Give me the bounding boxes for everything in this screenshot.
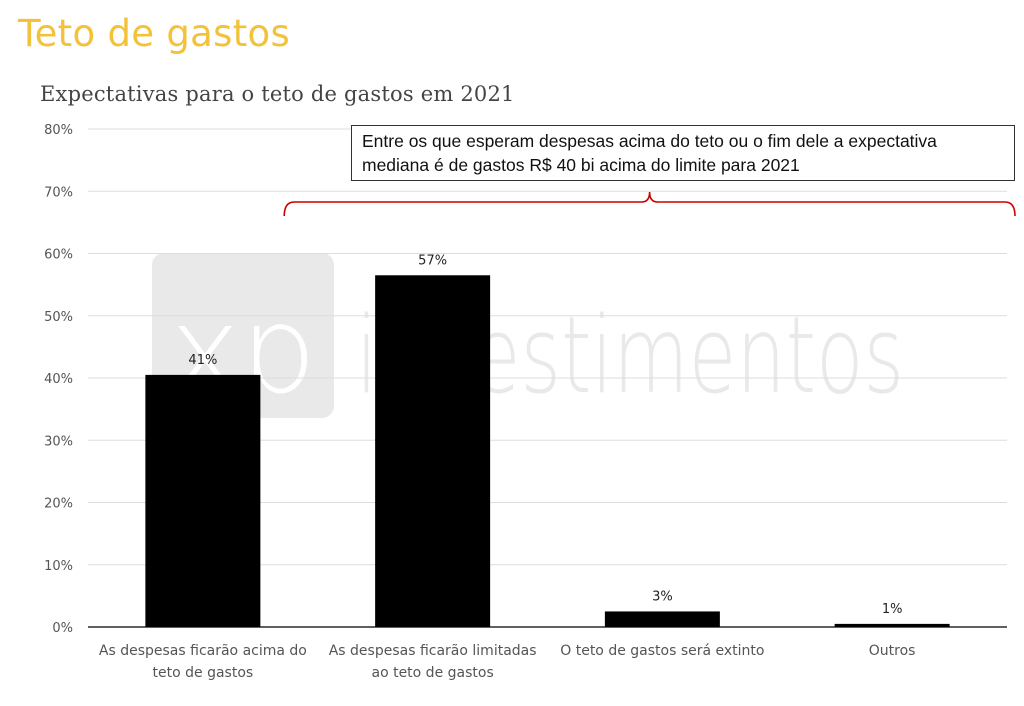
y-axis-tick-labels: 0% 10% 20% 30% 40% 50% 60% 70% 80% <box>44 123 73 636</box>
y-tick-label-30: 30% <box>44 434 73 449</box>
y-tick-label-0: 0% <box>52 621 73 636</box>
y-tick-label-20: 20% <box>44 497 73 512</box>
y-tick-label-40: 40% <box>44 372 73 387</box>
data-label-2: 57% <box>418 253 447 268</box>
category-label-1: As despesas ficarão acima do teto de gast… <box>99 643 307 681</box>
y-tick-label-50: 50% <box>44 310 73 325</box>
bar-4 <box>834 623 950 627</box>
bar-3 <box>604 611 720 627</box>
bar-2 <box>375 275 491 627</box>
y-tick-label-10: 10% <box>44 559 73 574</box>
data-labels: 41% 57% 3% 1% <box>188 253 902 617</box>
y-tick-label-70: 70% <box>44 185 73 200</box>
watermark-logo: xp investimentos <box>152 253 904 421</box>
bars <box>145 275 950 627</box>
annotation-bracket <box>283 191 1016 217</box>
chart-title: Expectativas para o teto de gastos em 20… <box>40 82 515 106</box>
annotation-box: Entre os que esperam despesas acima do t… <box>351 125 1015 181</box>
data-label-1: 41% <box>188 353 217 368</box>
y-tick-label-60: 60% <box>44 248 73 263</box>
bar-1 <box>145 374 261 627</box>
page-title: Teto de gastos <box>18 12 291 55</box>
data-label-4: 1% <box>882 602 903 617</box>
category-label-2: As despesas ficarão limitadas ao teto de … <box>329 643 537 681</box>
x-axis-category-labels: As despesas ficarão acima do teto de gast… <box>99 643 916 681</box>
data-label-3: 3% <box>652 589 673 604</box>
category-label-4: Outros <box>869 643 916 659</box>
category-label-3: O teto de gastos será extinto <box>560 643 764 659</box>
y-tick-label-80: 80% <box>44 123 73 138</box>
